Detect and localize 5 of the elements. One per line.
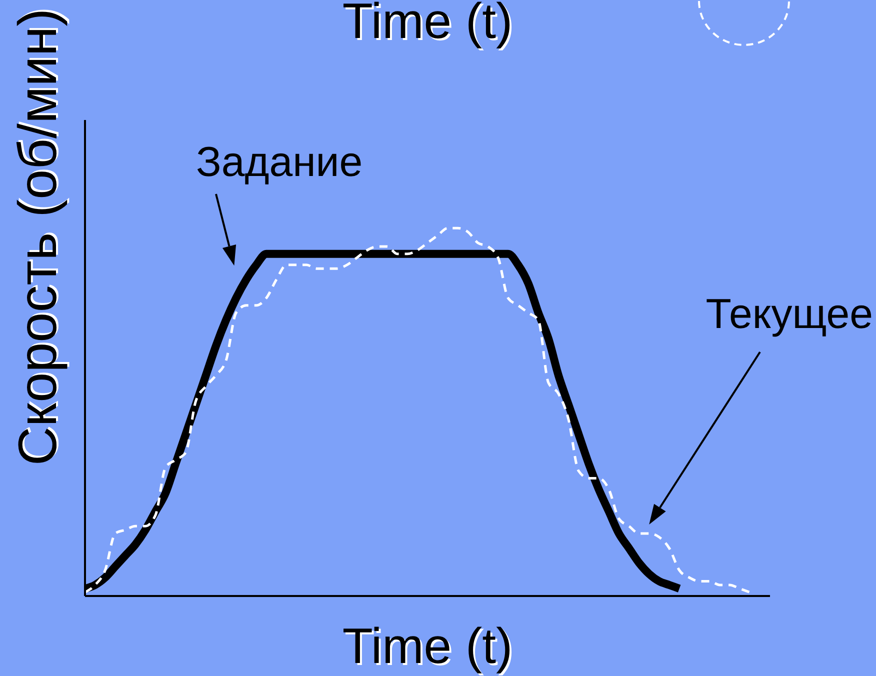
y-axis-title: Скорость (об/мин) [8,8,68,466]
text: Текущее [706,290,873,337]
series-label: Задание [196,138,363,185]
x-axis-title: Time (t) [342,618,513,674]
chart-title: Time (t) [342,0,513,49]
